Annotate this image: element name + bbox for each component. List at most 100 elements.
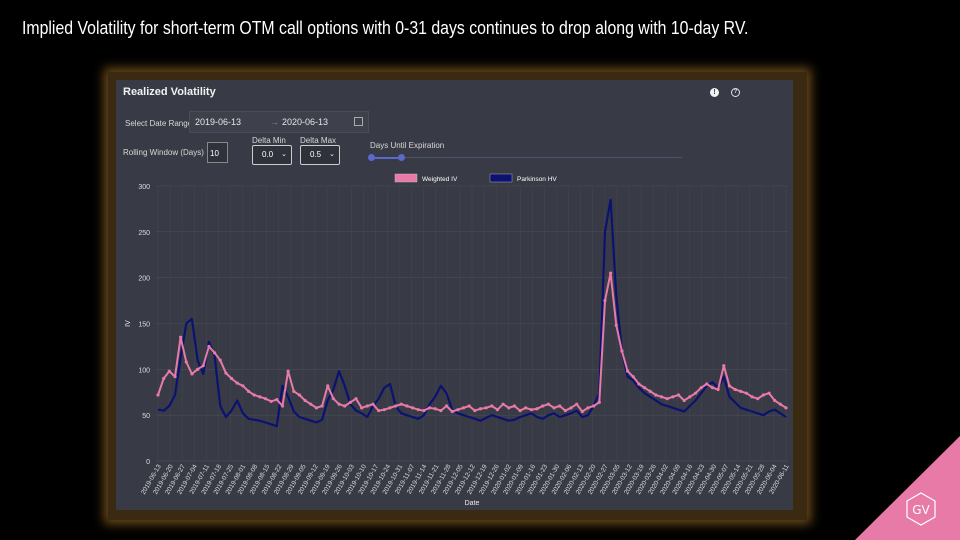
date-end-input[interactable]: 2020-06-13 (282, 117, 329, 127)
weighted-iv-point (739, 389, 743, 393)
weighted-iv-point (535, 407, 539, 411)
weighted-iv-point (201, 364, 205, 368)
y-tick-label: 0 (146, 459, 150, 466)
weighted-iv-point (609, 271, 613, 275)
weighted-iv-point (648, 389, 652, 393)
date-range-picker[interactable]: 2019-06-13 → 2020-06-13 (189, 111, 369, 133)
weighted-iv-point (767, 391, 771, 395)
chevron-down-icon: ⌄ (281, 151, 287, 158)
weighted-iv-point (309, 402, 313, 406)
weighted-iv-point (303, 398, 307, 403)
date-start-input[interactable]: 2019-06-13 (195, 117, 242, 127)
volatility-chart: 0501001502002503002019-06-132019-06-2020… (125, 173, 791, 507)
weighted-iv-point (744, 391, 748, 395)
weighted-iv-point (410, 406, 415, 410)
weighted-iv-point (456, 408, 460, 412)
weighted-iv-point (377, 408, 381, 413)
rolling-window-input[interactable]: 10 (207, 142, 228, 163)
days-slider-track[interactable] (371, 157, 682, 158)
gv-logo: GV (906, 492, 936, 526)
weighted-iv-point (625, 369, 630, 373)
weighted-iv-point (179, 335, 183, 339)
weighted-iv-point (444, 404, 449, 408)
y-axis-label: IV (125, 320, 132, 327)
weighted-iv-point (586, 406, 590, 410)
weighted-iv-point (722, 364, 726, 368)
delta-max-label: Delta Max (300, 136, 337, 145)
weighted-iv-point (512, 404, 517, 408)
y-tick-label: 150 (138, 322, 150, 329)
delta-max-value: 0.5 (310, 150, 322, 159)
weighted-iv-point (162, 376, 166, 381)
weighted-iv-point (326, 384, 330, 388)
weighted-iv-point (756, 397, 760, 401)
weighted-iv-point (580, 409, 584, 414)
weighted-iv-point (399, 402, 403, 406)
days-slider-range (371, 157, 401, 159)
weighted-iv-point (263, 397, 268, 401)
days-until-expiration-label: Days Until Expiration (370, 141, 445, 150)
weighted-iv-point (773, 398, 777, 403)
weighted-iv-point (405, 404, 409, 408)
arrow-icon: → (270, 117, 279, 127)
weighted-iv-point (665, 397, 669, 401)
chevron-down-icon: ⌄ (329, 151, 335, 158)
weighted-iv-point (212, 351, 217, 355)
legend-swatch[interactable] (489, 173, 513, 183)
weighted-iv-point (592, 404, 596, 408)
weighted-iv-point (229, 376, 234, 381)
weighted-iv-point (467, 404, 471, 408)
weighted-iv-point (688, 395, 692, 399)
weighted-iv-point (388, 406, 392, 410)
delta-max-select[interactable]: 0.5 ⌄ (300, 145, 340, 165)
weighted-iv-point (710, 386, 715, 390)
weighted-iv-point (156, 393, 160, 397)
weighted-iv-point (501, 402, 505, 406)
y-tick-label: 200 (138, 276, 150, 283)
weighted-iv-point (524, 406, 528, 410)
weighted-iv-point (343, 404, 347, 408)
headline: Implied Volatility for short-term OTM ca… (22, 18, 749, 38)
weighted-iv-point (422, 408, 426, 413)
legend-swatch[interactable] (394, 173, 418, 183)
legend-label[interactable]: Parkinson HV (517, 176, 557, 183)
weighted-iv-point (241, 384, 245, 388)
weighted-iv-point (473, 408, 477, 413)
delta-min-select[interactable]: 0.0 ⌄ (252, 145, 292, 165)
weighted-iv-point (286, 369, 290, 373)
legend-label[interactable]: Weighted IV (422, 176, 458, 183)
panel-title: Realized Volatility (123, 86, 216, 98)
weighted-iv-point (394, 404, 398, 408)
gv-badge (855, 436, 960, 540)
weighted-iv-point (382, 408, 386, 412)
weighted-iv-point (416, 408, 420, 412)
weighted-iv-point (733, 387, 737, 392)
weighted-iv-point (461, 406, 466, 410)
weighted-iv-point (642, 386, 647, 390)
weighted-iv-point (235, 381, 239, 385)
weighted-iv-point (365, 404, 369, 408)
weighted-iv-point (360, 406, 364, 410)
weighted-iv-point (433, 407, 437, 411)
help-icon[interactable]: ? (731, 88, 740, 97)
days-slider-max-handle[interactable] (398, 154, 405, 161)
weighted-iv-point (614, 323, 618, 327)
weighted-iv-point (784, 406, 788, 410)
weighted-iv-point (224, 371, 228, 375)
y-tick-label: 300 (138, 184, 150, 191)
y-tick-label: 250 (138, 230, 150, 237)
days-slider-min-handle[interactable] (368, 154, 375, 161)
info-icon[interactable]: ! (710, 88, 719, 97)
weighted-iv-point (184, 360, 188, 364)
weighted-iv-point (659, 395, 664, 399)
weighted-iv-point (297, 393, 302, 397)
weighted-iv-point (597, 400, 601, 404)
weighted-iv-point (575, 402, 579, 406)
weighted-iv-point (371, 402, 375, 406)
weighted-iv-point (275, 397, 279, 402)
weighted-iv-point (705, 382, 709, 386)
weighted-iv-point (246, 389, 251, 393)
weighted-iv-point (518, 408, 522, 413)
weighted-iv-point (450, 409, 454, 414)
calendar-icon[interactable] (354, 117, 363, 126)
